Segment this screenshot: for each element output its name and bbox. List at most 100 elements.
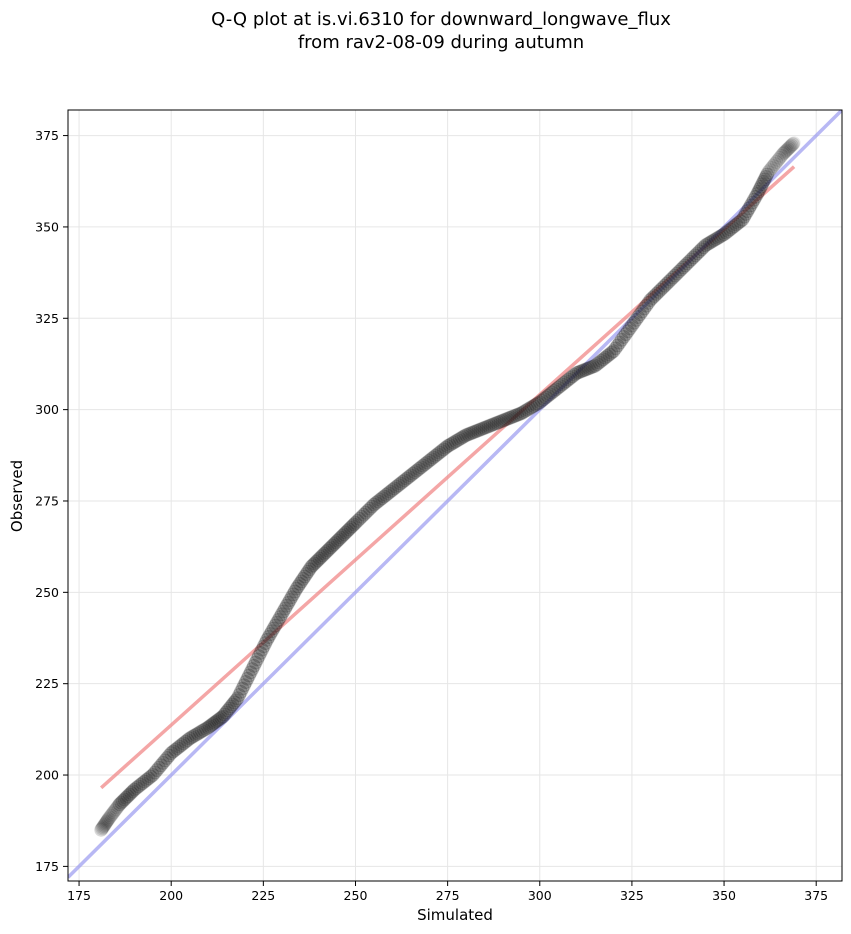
data-points xyxy=(94,136,801,837)
qq-point xyxy=(158,753,173,768)
qq-point xyxy=(166,744,181,759)
qq-point xyxy=(604,345,619,360)
qq-point xyxy=(269,615,284,630)
qq-point xyxy=(319,545,333,560)
x-tick-label: 350 xyxy=(712,888,736,903)
qq-point xyxy=(508,408,523,423)
qq-point xyxy=(598,350,613,365)
grid-lines xyxy=(68,110,842,881)
qq-point xyxy=(296,571,311,586)
qq-point xyxy=(149,763,164,778)
qq-point xyxy=(414,460,429,475)
qq-point xyxy=(205,716,220,731)
qq-point xyxy=(220,703,235,718)
qq-point xyxy=(764,161,779,176)
qq-point xyxy=(748,189,763,204)
qq-point xyxy=(242,668,257,683)
qq-point xyxy=(314,550,329,565)
qq-point xyxy=(755,177,770,192)
qq-point xyxy=(106,805,121,820)
qq-point xyxy=(547,383,562,398)
qq-point xyxy=(176,736,191,751)
qq-point xyxy=(122,787,137,802)
qq-point xyxy=(743,198,758,213)
qq-point xyxy=(260,632,275,647)
qq-point xyxy=(328,535,343,550)
qq-point xyxy=(246,658,261,673)
qq-point xyxy=(543,387,558,402)
qq-point xyxy=(170,741,185,756)
qq-point xyxy=(279,598,294,613)
qq-point xyxy=(659,276,674,291)
qq-point xyxy=(624,318,639,333)
qq-point xyxy=(522,401,537,416)
qq-point xyxy=(202,719,217,734)
qq-point xyxy=(327,537,342,552)
qq-point xyxy=(702,235,717,250)
qq-point xyxy=(102,810,117,825)
qq-point xyxy=(565,369,580,384)
qq-point xyxy=(500,411,515,426)
y-tick-label: 375 xyxy=(35,128,59,143)
x-tick-label: 200 xyxy=(159,888,183,903)
qq-point xyxy=(322,541,337,556)
qq-point xyxy=(520,402,535,417)
qq-point xyxy=(182,731,197,746)
qq-point xyxy=(131,779,146,794)
qq-point xyxy=(420,455,435,470)
qq-point xyxy=(207,715,222,730)
qq-point xyxy=(222,701,237,716)
qq-point xyxy=(407,465,422,480)
y-tick-label: 200 xyxy=(35,768,59,783)
qq-point xyxy=(418,457,433,472)
qq-point xyxy=(516,405,531,420)
qq-point xyxy=(446,435,461,450)
chart-subtitle: from rav2-08-09 during autumn xyxy=(298,32,584,53)
qq-point xyxy=(217,707,232,722)
qq-point xyxy=(495,413,510,428)
qq-point xyxy=(536,392,551,407)
qq-point xyxy=(772,150,787,165)
qq-point xyxy=(633,307,648,322)
chart-title: Q-Q plot at is.vi.6310 for downward_long… xyxy=(211,9,671,30)
qq-point xyxy=(674,262,689,277)
qq-point xyxy=(514,406,529,421)
qq-point xyxy=(487,416,502,431)
qq-point xyxy=(643,293,658,308)
qq-point xyxy=(112,797,127,812)
qq-point xyxy=(258,636,273,651)
x-tick-label: 375 xyxy=(804,888,828,903)
qq-point xyxy=(761,165,776,180)
qq-point xyxy=(432,445,447,460)
qq-point xyxy=(385,483,400,498)
qq-point xyxy=(100,813,115,828)
qq-point xyxy=(266,621,281,636)
qq-point xyxy=(255,642,270,657)
y-axis-ticks: 175 200 225 250 275 300 325 350 375 xyxy=(35,128,68,874)
qq-point xyxy=(237,678,252,693)
qq-point xyxy=(532,395,547,410)
qq-point xyxy=(416,458,431,473)
qq-point xyxy=(706,233,721,248)
qq-point xyxy=(227,695,242,710)
qq-point xyxy=(635,304,650,319)
qq-point xyxy=(151,760,166,775)
qq-point xyxy=(665,270,680,285)
qq-point xyxy=(223,699,238,714)
qq-point xyxy=(769,154,784,169)
qq-point xyxy=(727,219,742,234)
qq-point xyxy=(586,359,601,374)
qq-point xyxy=(436,442,451,457)
qq-point xyxy=(397,473,412,488)
qq-point xyxy=(637,301,652,316)
qq-point xyxy=(581,361,596,376)
qq-point xyxy=(461,427,476,442)
qq-point xyxy=(641,295,656,310)
qq-point xyxy=(567,367,582,382)
plot-frame xyxy=(67,109,843,882)
qq-point xyxy=(125,784,140,799)
qq-point xyxy=(108,802,123,817)
qq-point xyxy=(240,671,255,686)
qq-point xyxy=(457,429,472,444)
qq-point xyxy=(740,204,755,219)
